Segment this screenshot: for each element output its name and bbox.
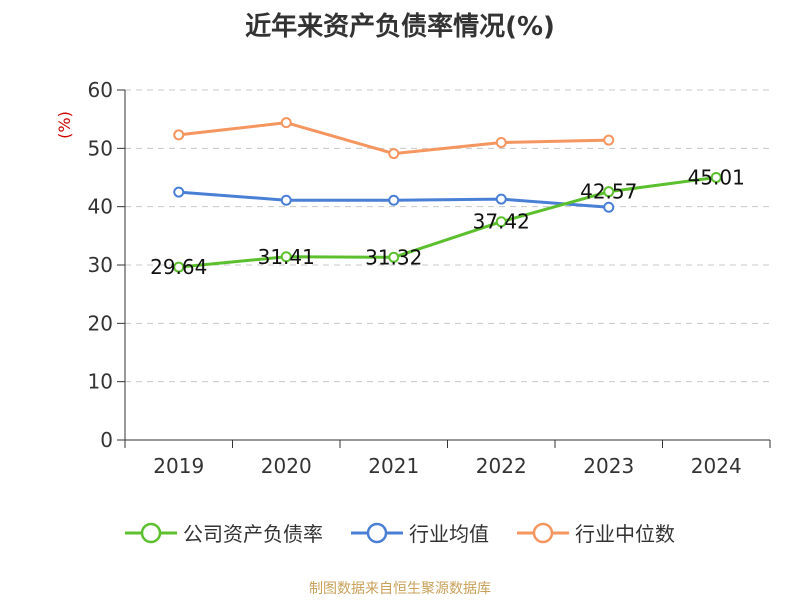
- data-point: [280, 117, 292, 129]
- data-label: 45.01: [688, 165, 745, 189]
- legend-swatch-industry-average-icon: [351, 522, 403, 543]
- x-tick-label: 2024: [691, 454, 742, 478]
- x-tick-label: 2022: [476, 454, 527, 478]
- data-point: [388, 148, 400, 160]
- data-label: 31.41: [258, 245, 315, 269]
- data-point: [603, 134, 615, 146]
- data-point: [603, 186, 615, 198]
- x-tick-label: 2020: [261, 454, 312, 478]
- data-point: [495, 216, 507, 228]
- y-tick-label: 40: [88, 195, 113, 219]
- data-point: [495, 193, 507, 205]
- legend-item-company[interactable]: 公司资产负债率: [125, 518, 323, 547]
- data-label: 31.32: [365, 245, 422, 269]
- y-tick-label: 60: [88, 78, 113, 102]
- data-label: 37.42: [473, 210, 530, 234]
- data-point: [710, 171, 722, 183]
- legend-item-industry-median[interactable]: 行业中位数: [517, 518, 675, 547]
- data-point: [280, 194, 292, 206]
- y-tick-label: 10: [88, 370, 113, 394]
- data-label: 42.57: [580, 180, 637, 204]
- data-point: [495, 137, 507, 148]
- data-point: [388, 251, 400, 263]
- legend-swatch-company-icon: [125, 522, 177, 543]
- chart-title: 近年来资产负债率情况(%): [245, 12, 555, 42]
- y-tick-label: 30: [88, 253, 113, 277]
- x-tick-label: 2023: [583, 454, 634, 478]
- legend-label-company: 公司资产负债率: [183, 522, 323, 546]
- y-axis-label: (%): [55, 111, 74, 139]
- data-point: [280, 251, 292, 263]
- x-tick-label: 2021: [368, 454, 419, 478]
- data-point: [173, 261, 185, 273]
- data-point: [388, 194, 400, 206]
- y-tick-label: 50: [88, 136, 113, 160]
- legend-item-industry-average[interactable]: 行业均值: [351, 518, 489, 547]
- legend-label-industry-average: 行业均值: [409, 522, 489, 546]
- x-tick-label: 2019: [153, 454, 204, 478]
- data-point: [173, 129, 185, 141]
- legend-swatch-industry-median-icon: [517, 522, 569, 543]
- y-tick-label: 0: [100, 428, 113, 452]
- data-point: [603, 201, 615, 213]
- data-point: [173, 186, 185, 198]
- legend: 公司资产负债率 行业均值 行业中位数: [0, 518, 800, 547]
- y-tick-label: 20: [88, 311, 113, 335]
- data-label: 29.64: [150, 255, 207, 279]
- data-source-note: 制图数据来自恒生聚源数据库: [309, 581, 491, 597]
- series-line: [178, 175, 717, 269]
- legend-label-industry-median: 行业中位数: [575, 522, 675, 546]
